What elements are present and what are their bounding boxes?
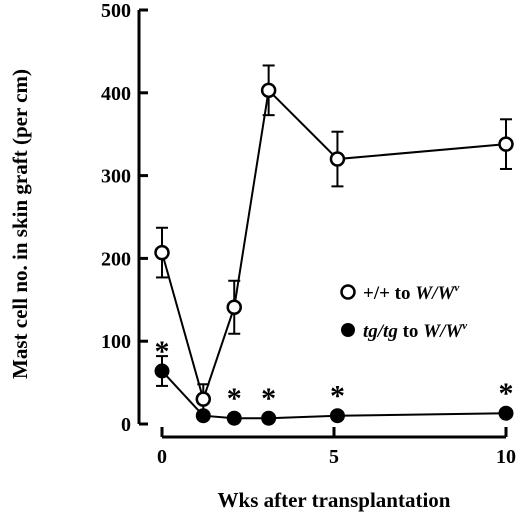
significance-asterisk: * [499,377,514,410]
y-tick-label: 200 [101,248,131,270]
legend-label: tg/tg to W/Wv [363,320,467,342]
series-line [161,370,507,420]
x-axis-title: Wks after transplantation [218,488,451,512]
data-point [195,391,212,407]
data-point [329,408,345,424]
y-tick-label: 500 [101,0,131,22]
x-tick-label: 10 [496,446,516,468]
y-tick-label: 400 [101,83,131,105]
y-axis-title: Mast cell no. in skin graft (per cm) [8,69,32,379]
x-tick-label: 0 [157,446,167,468]
significance-asterisk: * [227,382,242,415]
legend-marker-open [340,284,356,300]
data-point [261,410,277,426]
legend: +/+ to W/Wv tg/tg to W/Wv [340,282,467,342]
data-point [195,408,211,424]
axes: 0 100 200 300 400 500 0 5 10 [101,0,516,468]
x-tick-label: 5 [329,446,339,468]
significance-asterisk: * [330,380,345,413]
y-tick-label: 100 [101,331,131,353]
data-point [329,151,346,167]
series-wildtype [154,64,514,416]
data-point [226,299,242,316]
significance-asterisk: * [155,335,170,368]
legend-label: +/+ to W/Wv [363,282,459,304]
legend-marker-filled [341,323,355,337]
series-layer [154,64,514,426]
data-point [498,136,514,152]
series-line [161,88,507,403]
data-point [260,82,277,99]
y-tick-label: 0 [121,414,131,436]
data-point [154,244,170,261]
data-point [498,405,514,421]
annotation-layer: * * * * * [155,335,514,415]
data-point [154,363,170,379]
series-tg [154,355,514,426]
y-tick-label: 300 [101,166,131,188]
data-point [226,410,242,426]
significance-asterisk: * [261,382,276,415]
